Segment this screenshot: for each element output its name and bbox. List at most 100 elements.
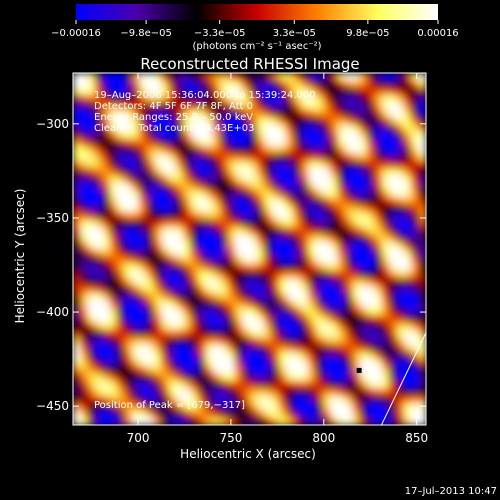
heatmap-cell xyxy=(153,87,162,96)
heatmap-cell xyxy=(131,117,140,125)
heatmap-cell xyxy=(264,161,273,169)
heatmap-cell xyxy=(124,212,133,221)
heatmap-cell xyxy=(242,278,251,287)
heatmap-cell xyxy=(308,381,317,389)
heatmap-cell xyxy=(102,278,111,287)
heatmap-cell xyxy=(80,285,89,294)
heatmap-cell xyxy=(293,285,302,294)
heatmap-cell xyxy=(153,117,162,125)
heatmap-cell xyxy=(242,234,251,243)
heatmap-cell xyxy=(345,285,354,294)
heatmap-cell xyxy=(73,351,81,360)
heatmap-cell xyxy=(396,241,405,250)
heatmap-cell xyxy=(271,344,280,353)
heatmap-cell xyxy=(73,197,81,206)
heatmap-cell xyxy=(102,271,111,279)
heatmap-cell xyxy=(396,197,405,206)
heatmap-cell xyxy=(374,344,383,353)
y-tick-label: −400 xyxy=(36,305,69,319)
heatmap-cell xyxy=(234,256,243,265)
heatmap-cell xyxy=(161,322,170,331)
heatmap-cell xyxy=(330,117,339,125)
heatmap-cell xyxy=(198,109,206,118)
heatmap-cell xyxy=(153,344,162,353)
heatmap-cell xyxy=(87,153,96,162)
heatmap-cell xyxy=(300,241,309,250)
heatmap-cell xyxy=(212,278,221,287)
heatmap-cell xyxy=(109,381,118,389)
heatmap-cell xyxy=(146,395,155,404)
heatmap-cell xyxy=(300,227,309,235)
heatmap-cell xyxy=(175,359,184,367)
heatmap-cell xyxy=(220,212,229,221)
heatmap-cell xyxy=(131,168,140,177)
heatmap-cell xyxy=(153,307,162,316)
heatmap-cell xyxy=(396,359,405,367)
heatmap-cell xyxy=(205,351,214,360)
heatmap-cell xyxy=(73,102,81,111)
heatmap-cell xyxy=(308,373,317,382)
heatmap-cell xyxy=(242,395,251,404)
heatmap-cell xyxy=(389,285,398,294)
heatmap-cell xyxy=(175,227,184,235)
heatmap-cell xyxy=(293,329,302,338)
heatmap-cell xyxy=(315,388,324,397)
heatmap-cell xyxy=(300,395,309,404)
heatmap-cell xyxy=(396,300,405,309)
heatmap-cell xyxy=(359,175,368,184)
heatmap-cell xyxy=(403,315,412,323)
heatmap-cell xyxy=(381,168,390,177)
heatmap-cell xyxy=(396,102,405,111)
heatmap-cell xyxy=(139,359,148,367)
heatmap-cell xyxy=(418,388,426,397)
heatmap-cell xyxy=(256,344,265,353)
heatmap-cell xyxy=(183,337,192,345)
heatmap-cell xyxy=(80,73,89,81)
heatmap-cell xyxy=(212,212,221,221)
heatmap-cell xyxy=(95,351,104,360)
heatmap-cell xyxy=(389,307,398,316)
heatmap-cell xyxy=(411,168,420,177)
heatmap-cell xyxy=(249,175,258,184)
heatmap-cell xyxy=(359,285,368,294)
heatmap-cell xyxy=(102,234,111,243)
heatmap-cell xyxy=(205,278,214,287)
heatmap-cell xyxy=(183,175,192,184)
heatmap-cell xyxy=(278,227,287,235)
heatmap-cell xyxy=(418,329,426,338)
heatmap-cell xyxy=(300,410,309,419)
heatmap-cell xyxy=(249,205,258,213)
heatmap-cell xyxy=(367,153,376,162)
heatmap-cell xyxy=(146,417,155,425)
heatmap-cell xyxy=(242,183,251,191)
heatmap-cell xyxy=(396,271,405,279)
heatmap-cell xyxy=(212,351,221,360)
heatmap-cell xyxy=(212,183,221,191)
heatmap-cell xyxy=(308,359,317,367)
heatmap-cell xyxy=(227,227,236,235)
heatmap-cell xyxy=(374,300,383,309)
heatmap-cell xyxy=(300,124,309,133)
heatmap-cell xyxy=(300,403,309,411)
heatmap-cell xyxy=(212,263,221,272)
heatmap-cell xyxy=(264,109,273,118)
heatmap-cell xyxy=(352,249,361,257)
colorbar-tick-label: −0.00016 xyxy=(51,28,101,39)
heatmap-cell xyxy=(102,366,111,375)
heatmap-cell xyxy=(80,234,89,243)
heatmap-cell xyxy=(168,139,177,147)
heatmap-cell xyxy=(300,205,309,213)
heatmap-cell xyxy=(286,146,295,155)
heatmap-cell xyxy=(264,249,273,257)
heatmap-cell xyxy=(73,161,81,169)
heatmap-cell xyxy=(190,197,199,206)
heatmap-cell xyxy=(352,73,361,81)
heatmap-cell xyxy=(418,146,426,155)
heatmap-cell xyxy=(73,168,81,177)
heatmap-cell xyxy=(367,322,376,331)
heatmap-cell xyxy=(234,410,243,419)
heatmap-cell xyxy=(146,263,155,272)
heatmap-cell xyxy=(323,344,331,353)
heatmap-cell xyxy=(87,300,96,309)
heatmap-cell xyxy=(139,337,148,345)
